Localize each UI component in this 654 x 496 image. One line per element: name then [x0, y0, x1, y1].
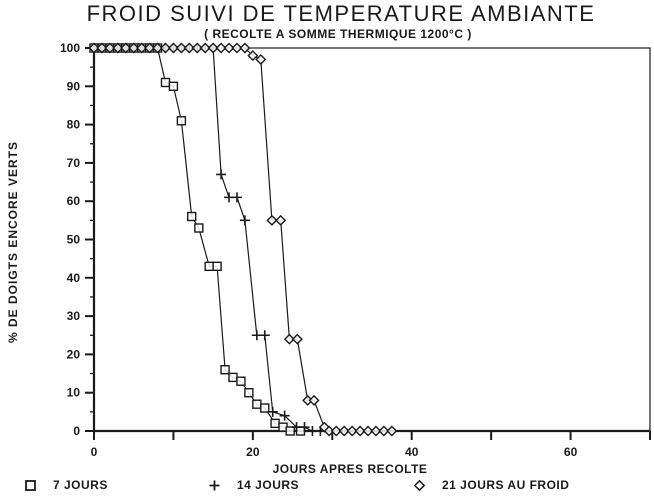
chart-title: FROID SUIVI DE TEMPERATURE AMBIANTE — [86, 1, 596, 26]
diamond-marker — [167, 42, 179, 54]
plus-marker-icon — [208, 479, 221, 492]
diamond-marker — [128, 42, 140, 54]
y-tick-label: 0 — [73, 424, 80, 438]
square-marker — [244, 388, 254, 398]
diamond-marker — [183, 42, 195, 54]
legend-label: 14 JOURS — [237, 478, 300, 492]
diamond-marker — [207, 42, 219, 54]
diamond-marker — [291, 333, 303, 345]
x-axis-label: JOURS APRES RECOLTE — [272, 462, 428, 476]
diamond-marker — [323, 425, 335, 437]
diamond-marker — [96, 42, 108, 54]
plus-marker — [239, 215, 250, 226]
diamond-marker-icon — [413, 479, 426, 492]
square-marker — [295, 426, 306, 436]
y-tick-label: 40 — [67, 271, 81, 285]
legend-item-14-jours: 14 JOURS — [208, 478, 299, 492]
y-tick-label: 80 — [67, 118, 81, 132]
diamond-marker — [308, 394, 320, 406]
diamond-marker — [223, 42, 235, 54]
x-tick-label: 20 — [246, 445, 260, 459]
diamond-marker — [266, 214, 278, 226]
plus-marker — [299, 422, 310, 433]
square-marker — [194, 223, 204, 233]
y-tick-label: 50 — [67, 233, 81, 247]
square-marker — [160, 77, 171, 88]
y-tick-label: 10 — [67, 386, 81, 400]
diamond-marker — [370, 425, 382, 437]
diamond-marker — [112, 42, 124, 54]
diamond-marker — [275, 214, 287, 226]
x-tick-label: 0 — [91, 445, 98, 459]
square-marker — [236, 376, 246, 386]
diamond-marker — [152, 42, 164, 54]
y-axis-ticks: 0 10 20 30 40 50 60 70 80 90 100 — [60, 41, 94, 438]
square-marker — [168, 81, 179, 92]
diamond-marker — [386, 425, 398, 437]
diamond-marker — [247, 50, 259, 62]
square-marker — [285, 426, 295, 436]
diamond-marker — [136, 42, 148, 54]
diamond-marker — [144, 42, 156, 54]
legend-item-21-jours-au-froid: 21 JOURS AU FROID — [413, 478, 569, 492]
x-tick-label: 40 — [405, 445, 419, 459]
diamond-marker — [362, 425, 374, 437]
square-marker — [220, 365, 230, 375]
legend-label: 7 JOURS — [53, 478, 108, 492]
y-tick-label: 30 — [67, 309, 81, 323]
plus-marker — [231, 192, 242, 203]
diamond-marker — [338, 425, 350, 437]
series-21-jours-au-froid — [88, 42, 398, 437]
chart-subtitle: ( RECOLTE A SOMME THERMIQUE 1200°C ) — [204, 27, 472, 41]
plus-marker — [267, 406, 278, 417]
y-tick-label: 60 — [67, 194, 81, 208]
square-marker — [186, 211, 197, 222]
square-marker — [260, 403, 270, 413]
diamond-marker — [120, 42, 132, 54]
y-tick-label: 70 — [67, 156, 81, 170]
legend-label: 21 JOURS AU FROID — [442, 478, 570, 492]
diamond-marker — [239, 42, 251, 54]
square-marker — [212, 261, 222, 272]
diamond-marker — [231, 42, 243, 54]
diamond-marker — [175, 42, 187, 54]
series-14-jours — [89, 43, 326, 436]
y-tick-label: 100 — [60, 41, 80, 55]
diamond-marker — [330, 425, 342, 437]
legend-item-7-jours: 7 JOURS — [24, 478, 108, 492]
square-marker-icon — [24, 479, 37, 492]
plus-marker — [279, 410, 290, 421]
series-7-jours — [89, 43, 306, 436]
diamond-marker — [346, 425, 358, 437]
y-tick-label: 20 — [67, 347, 81, 361]
plus-marker — [216, 169, 227, 180]
diamond-marker — [104, 42, 116, 54]
x-axis-ticks: 0 20 40 60 — [91, 431, 651, 459]
x-tick-label: 60 — [564, 445, 578, 459]
square-marker — [252, 399, 262, 409]
diamond-marker — [88, 42, 100, 54]
diamond-marker — [199, 42, 211, 54]
plus-marker — [259, 330, 270, 341]
diamond-marker — [283, 333, 295, 345]
diamond-marker — [354, 425, 366, 437]
square-marker — [204, 261, 214, 272]
diamond-marker — [378, 425, 390, 437]
diamond-marker — [159, 42, 171, 54]
diamond-marker — [191, 42, 203, 54]
diamond-marker — [255, 54, 267, 65]
square-marker — [228, 372, 238, 383]
square-marker — [176, 116, 187, 126]
square-marker — [270, 418, 280, 429]
diamond-marker — [215, 42, 227, 54]
y-tick-label: 90 — [67, 79, 81, 93]
